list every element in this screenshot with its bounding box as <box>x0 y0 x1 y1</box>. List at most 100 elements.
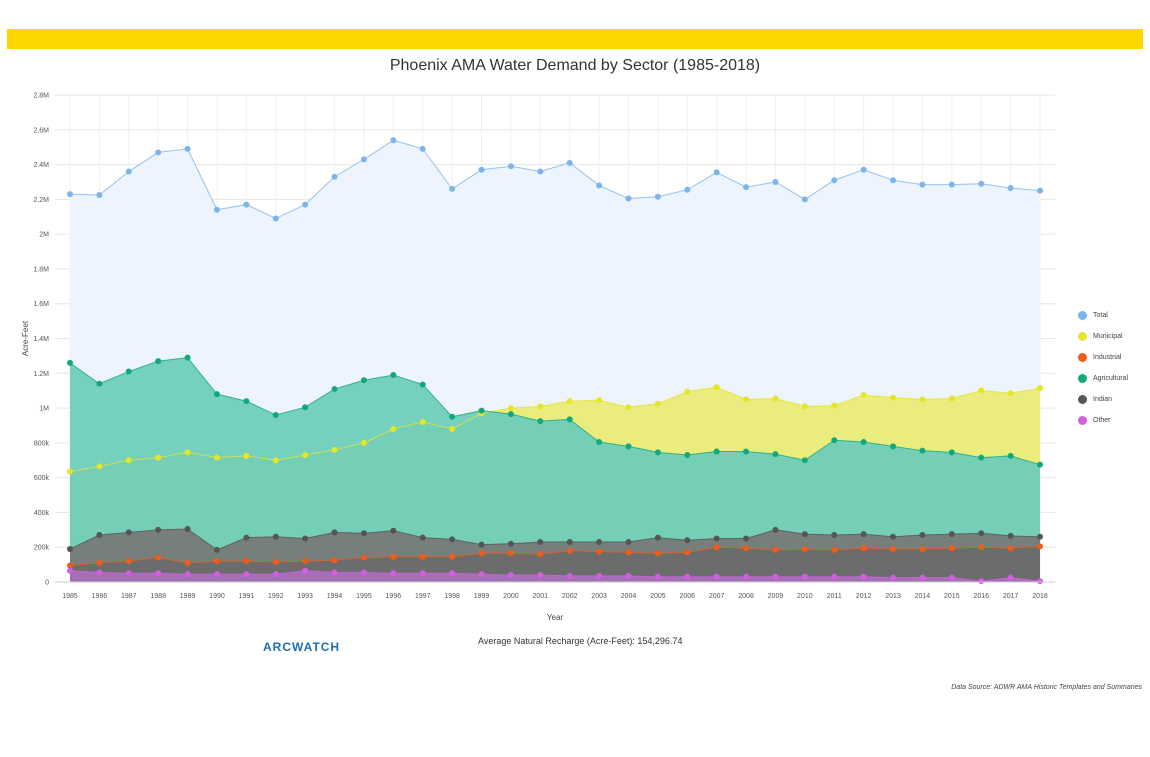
data-point-municipal[interactable] <box>331 446 338 453</box>
data-point-other[interactable] <box>272 571 279 578</box>
data-point-total[interactable] <box>507 163 514 170</box>
data-point-total[interactable] <box>419 145 426 152</box>
data-point-agricultural[interactable] <box>331 385 338 392</box>
data-point-municipal[interactable] <box>948 395 955 402</box>
data-point-indian[interactable] <box>67 545 73 552</box>
data-point-industrial[interactable] <box>155 554 162 561</box>
data-point-municipal[interactable] <box>243 452 250 459</box>
data-point-agricultural[interactable] <box>596 438 603 445</box>
data-point-other[interactable] <box>860 573 867 580</box>
data-point-municipal[interactable] <box>860 392 867 399</box>
data-point-municipal[interactable] <box>213 454 220 461</box>
data-point-municipal[interactable] <box>125 457 132 464</box>
data-point-agricultural[interactable] <box>537 418 544 425</box>
data-point-municipal[interactable] <box>625 404 632 411</box>
data-point-agricultural[interactable] <box>625 443 632 450</box>
data-point-indian[interactable] <box>184 525 191 532</box>
data-point-industrial[interactable] <box>419 553 426 560</box>
data-point-other[interactable] <box>948 574 955 581</box>
data-point-total[interactable] <box>713 169 720 176</box>
data-point-agricultural[interactable] <box>67 359 73 366</box>
data-point-other[interactable] <box>596 572 603 579</box>
data-point-agricultural[interactable] <box>155 358 162 365</box>
data-point-other[interactable] <box>890 574 897 581</box>
data-point-industrial[interactable] <box>507 550 514 557</box>
data-point-total[interactable] <box>125 168 132 175</box>
data-point-indian[interactable] <box>360 530 367 537</box>
data-point-industrial[interactable] <box>801 545 808 552</box>
data-point-industrial[interactable] <box>390 553 397 560</box>
data-point-indian[interactable] <box>213 546 220 553</box>
data-point-municipal[interactable] <box>772 395 779 402</box>
data-point-indian[interactable] <box>419 534 426 541</box>
data-point-total[interactable] <box>67 191 73 198</box>
data-point-municipal[interactable] <box>272 457 279 464</box>
legend-item-industrial[interactable]: Industrial <box>1078 347 1128 368</box>
data-point-agricultural[interactable] <box>213 391 220 398</box>
data-point-municipal[interactable] <box>684 388 691 395</box>
data-point-agricultural[interactable] <box>772 451 779 458</box>
data-point-indian[interactable] <box>390 527 397 534</box>
data-point-indian[interactable] <box>860 531 867 538</box>
data-point-agricultural[interactable] <box>978 454 985 461</box>
data-point-indian[interactable] <box>449 536 456 543</box>
data-point-municipal[interactable] <box>654 400 661 407</box>
data-point-agricultural[interactable] <box>713 448 720 455</box>
data-point-municipal[interactable] <box>890 394 897 401</box>
data-point-total[interactable] <box>596 182 603 189</box>
data-point-industrial[interactable] <box>713 544 720 551</box>
data-point-total[interactable] <box>272 215 279 222</box>
data-point-municipal[interactable] <box>919 396 926 403</box>
data-point-agricultural[interactable] <box>449 413 456 420</box>
data-point-total[interactable] <box>978 180 985 187</box>
data-point-municipal[interactable] <box>155 454 162 461</box>
legend-item-municipal[interactable]: Municipal <box>1078 326 1128 347</box>
data-point-industrial[interactable] <box>1007 545 1014 552</box>
data-point-industrial[interactable] <box>625 549 632 556</box>
data-point-total[interactable] <box>919 181 926 188</box>
data-point-agricultural[interactable] <box>390 372 397 379</box>
data-point-agricultural[interactable] <box>96 380 103 387</box>
data-point-industrial[interactable] <box>978 544 985 551</box>
data-point-indian[interactable] <box>831 532 838 539</box>
data-point-municipal[interactable] <box>419 418 426 425</box>
data-point-industrial[interactable] <box>1037 543 1043 550</box>
data-point-indian[interactable] <box>948 531 955 538</box>
data-point-total[interactable] <box>772 178 779 185</box>
data-point-municipal[interactable] <box>96 463 103 470</box>
data-point-industrial[interactable] <box>919 545 926 552</box>
data-point-total[interactable] <box>948 181 955 188</box>
data-point-other[interactable] <box>213 571 220 578</box>
data-point-other[interactable] <box>566 572 573 579</box>
data-point-total[interactable] <box>831 177 838 184</box>
data-point-industrial[interactable] <box>948 545 955 552</box>
data-point-agricultural[interactable] <box>507 411 514 418</box>
data-point-industrial[interactable] <box>654 550 661 557</box>
data-point-other[interactable] <box>625 572 632 579</box>
data-point-industrial[interactable] <box>302 558 309 565</box>
data-point-other[interactable] <box>801 573 808 580</box>
data-point-municipal[interactable] <box>566 398 573 405</box>
data-point-indian[interactable] <box>713 535 720 542</box>
data-point-agricultural[interactable] <box>890 443 897 450</box>
data-point-total[interactable] <box>537 168 544 175</box>
data-point-indian[interactable] <box>919 532 926 539</box>
data-point-indian[interactable] <box>684 537 691 544</box>
data-point-other[interactable] <box>831 573 838 580</box>
data-point-total[interactable] <box>302 201 309 208</box>
data-point-agricultural[interactable] <box>743 448 750 455</box>
data-point-industrial[interactable] <box>449 553 456 560</box>
data-point-industrial[interactable] <box>537 551 544 558</box>
data-point-agricultural[interactable] <box>125 368 132 375</box>
data-point-indian[interactable] <box>155 526 162 533</box>
data-point-agricultural[interactable] <box>478 407 485 414</box>
data-point-indian[interactable] <box>743 535 750 542</box>
data-point-other[interactable] <box>96 569 103 576</box>
data-point-agricultural[interactable] <box>566 416 573 423</box>
data-point-other[interactable] <box>243 571 250 578</box>
data-point-industrial[interactable] <box>684 549 691 556</box>
data-point-industrial[interactable] <box>478 550 485 557</box>
data-point-industrial[interactable] <box>243 558 250 565</box>
data-point-other[interactable] <box>1007 574 1014 581</box>
data-point-other[interactable] <box>360 569 367 576</box>
